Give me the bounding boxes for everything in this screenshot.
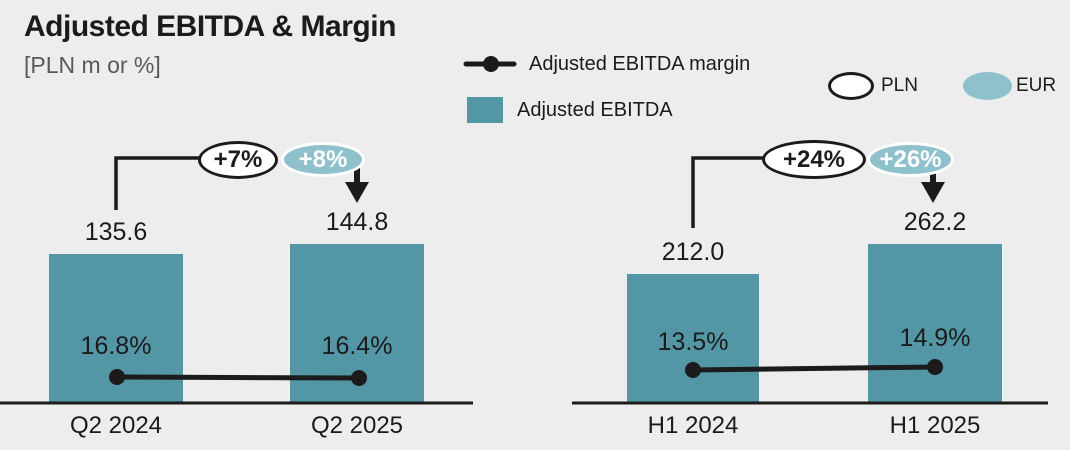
xlabel-q2-2024: Q2 2024 [69,412,163,439]
margin-label-h1-2025: 14.9% [899,324,971,352]
eur-currency-label: EUR [1016,75,1057,96]
value-label-h1-2025: 262.2 [903,208,967,236]
eur-currency-chip [963,72,1012,100]
legend-margin-label: Adjusted EBITDA margin [529,53,751,75]
legend-margin-line-sample [463,56,517,72]
xlabel-h1-2024: H1 2024 [647,412,739,439]
value-label-q2-2025: 144.8 [325,208,389,236]
margin-label-h1-2024: 13.5% [657,328,729,356]
left-margin-line [109,369,367,386]
right-margin-line [685,359,943,378]
value-label-q2-2024: 135.6 [84,218,148,246]
bar-h1-2024 [627,274,759,403]
growth-badge-pln-h1: +24% [762,140,866,179]
growth-badge-eur-h1: +26% [867,142,954,177]
xlabel-q2-2025: Q2 2025 [310,412,404,439]
margin-label-q2-2024: 16.8% [80,332,152,360]
left-down-arrow-icon [345,167,369,203]
left-growth-connector [114,156,200,210]
legend-ebitda-label: Adjusted EBITDA [517,99,673,121]
pln-currency-label: PLN [881,75,918,96]
legend-ebitda-swatch [467,97,503,123]
value-label-h1-2024: 212.0 [661,238,725,266]
margin-label-q2-2025: 16.4% [321,332,393,360]
right-growth-connector [691,156,764,228]
pln-currency-chip [828,72,874,100]
growth-badge-pln-q2: +7% [198,141,278,179]
chart-title: Adjusted EBITDA & Margin [24,10,396,43]
chart-subtitle: [PLN m or %] [24,52,161,78]
xlabel-h1-2025: H1 2025 [889,412,981,439]
bar-h1-2025 [868,244,1002,403]
growth-badge-eur-q2: +8% [281,142,365,177]
